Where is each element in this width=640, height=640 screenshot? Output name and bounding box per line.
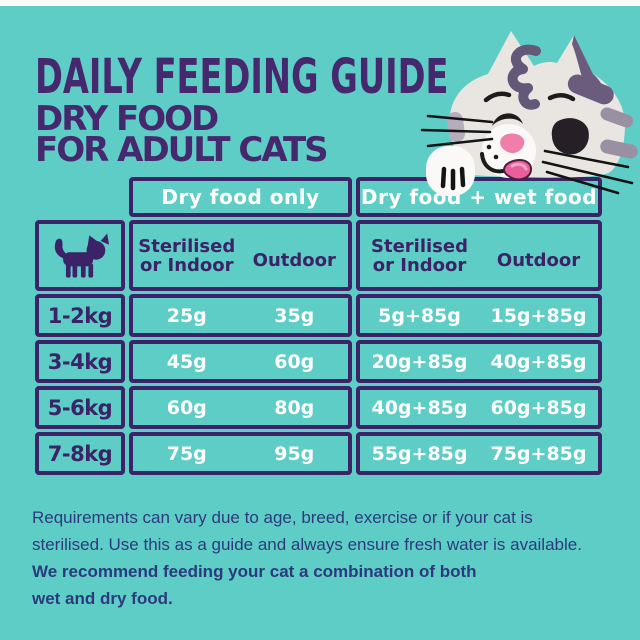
section-header-dry-wet: Dry food + wet food	[356, 177, 602, 217]
table-row-wet-values: 20g+85g 40g+85g	[356, 340, 602, 383]
cat-dot-1	[486, 144, 492, 150]
subtitle-line-2: FOR ADULT CATS	[35, 130, 329, 170]
weight-cell: 5-6kg	[35, 386, 125, 429]
table-corner-spacer	[35, 177, 125, 217]
cat-forehead-curl	[507, 44, 541, 110]
col-header-sterilised-dry: Sterilised or Indoor	[138, 235, 236, 276]
table-row-wet-values: 55g+85g 75g+85g	[356, 432, 602, 475]
table-row-wet-values: 5g+85g 15g+85g	[356, 294, 602, 337]
subtitle-line-1: DRY FOOD	[35, 99, 219, 139]
cat-eyebrow-right	[547, 93, 576, 102]
page-subtitle: DRY FOOD FOR ADULT CATS	[35, 99, 626, 170]
column-headers-dry-only: Sterilised or Indoor Outdoor	[129, 220, 352, 291]
requirements-note-line-1: Requirements can vary due to age, breed,…	[32, 508, 533, 527]
section-header-dry-only: Dry food only	[129, 177, 352, 217]
weight-cell: 7-8kg	[35, 432, 125, 475]
weight-cell: 1-2kg	[35, 294, 125, 337]
page-title: DAILY FEEDING GUIDE	[35, 49, 449, 105]
recommendation-note-line-2: wet and dry food.	[32, 589, 173, 608]
cat-paw	[426, 146, 475, 196]
cat-nose	[500, 133, 525, 154]
peeking-cat-illustration	[420, 31, 638, 196]
table-row-dry-values: 25g 35g	[129, 294, 352, 337]
table-row-dry-values: 60g 80g	[129, 386, 352, 429]
table-row-wet-values: 40g+85g 60g+85g	[356, 386, 602, 429]
section-header-dry-only-label: Dry food only	[161, 185, 320, 209]
cat-claws	[440, 166, 466, 191]
top-edge-strip	[0, 0, 640, 6]
column-headers-dry-wet: Sterilised or Indoor Outdoor	[356, 220, 602, 291]
cat-eye-left	[492, 113, 523, 126]
cat-tongue-highlight	[510, 162, 528, 171]
cat-eye-right	[551, 118, 589, 155]
cat-mouth	[480, 152, 505, 174]
requirements-note-line-2: sterilised. Use this as a guide and alwa…	[32, 535, 582, 554]
cat-icon-cell	[35, 220, 125, 291]
cat-eyebrow-left	[483, 91, 512, 103]
cat-stripe-right-2	[600, 139, 638, 159]
cat-dot-2	[493, 154, 499, 160]
table-row-dry-values: 45g 60g	[129, 340, 352, 383]
feeding-table: Dry food only Dry food + wet food	[35, 177, 602, 475]
weight-cell: 3-4kg	[35, 340, 125, 383]
cat-whiskers	[420, 114, 634, 195]
col-header-sterilised-wet: Sterilised or Indoor	[371, 235, 468, 276]
cat-silhouette-icon	[54, 233, 110, 278]
table-row-dry-values: 75g 95g	[129, 432, 352, 475]
col-header-outdoor-wet: Outdoor	[496, 249, 581, 271]
recommendation-note-line-1: We recommend feeding your cat a combinat…	[32, 562, 477, 581]
heading-block: DAILY FEEDING GUIDE DRY FOOD FOR ADULT C…	[35, 49, 626, 170]
section-header-dry-wet-label: Dry food + wet food	[360, 185, 598, 209]
cat-stripe-dark	[567, 74, 614, 105]
col-header-outdoor-dry: Outdoor	[252, 249, 336, 271]
requirements-note: Requirements can vary due to age, breed,…	[32, 504, 582, 558]
recommendation-note: We recommend feeding your cat a combinat…	[32, 558, 477, 612]
cat-stripe-right-1	[600, 107, 634, 128]
